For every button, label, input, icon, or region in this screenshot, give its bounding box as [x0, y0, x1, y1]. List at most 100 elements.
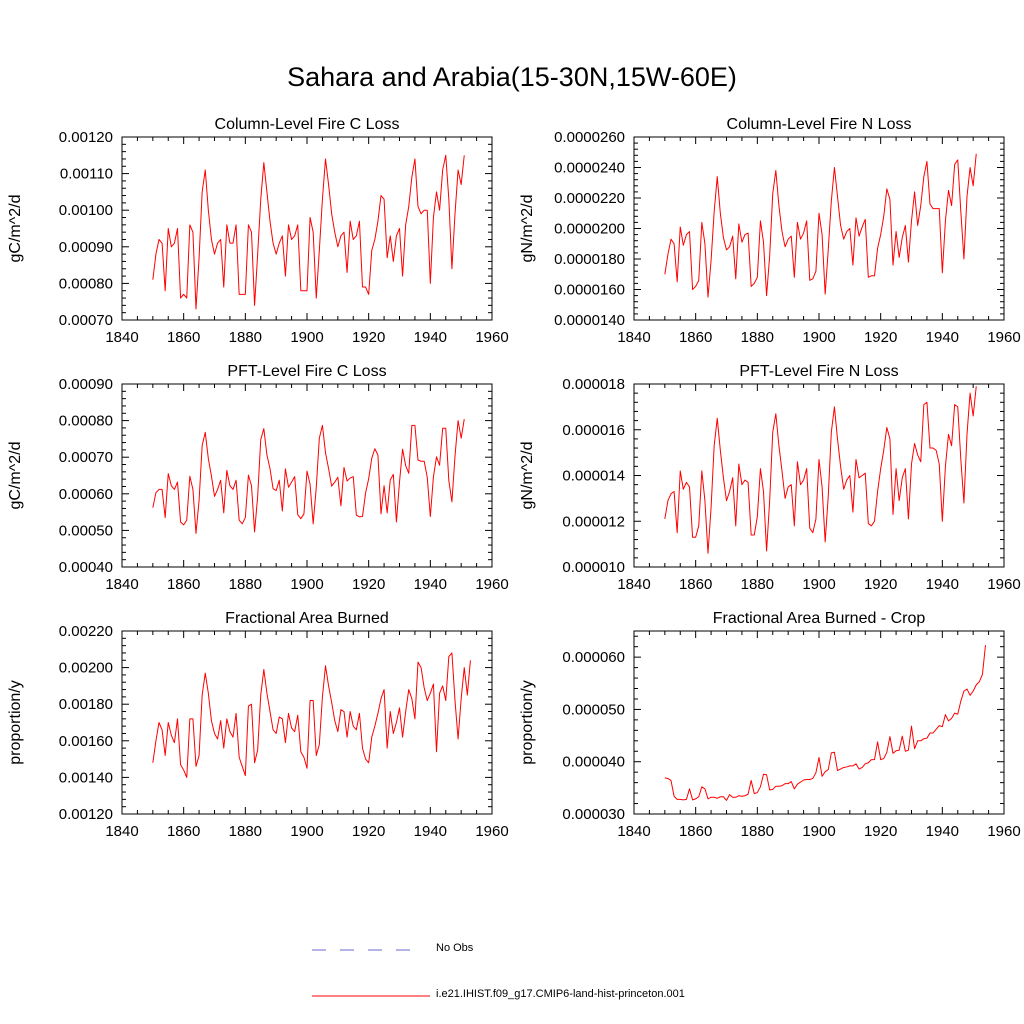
y-tick-label: 0.00040 — [59, 559, 113, 576]
x-tick-label: 1920 — [864, 576, 897, 593]
plot-frame — [633, 383, 1005, 568]
x-tick-label: 1840 — [617, 576, 650, 593]
y-tick-label: 0.00140 — [59, 769, 113, 786]
chart-panel-6: 1840 1860 1880 1900 1920 1940 1960 0.000030 0.00… — [519, 610, 1021, 840]
x-tick-label: 1840 — [105, 823, 138, 840]
x-tick-label: 1960 — [475, 823, 508, 840]
panel-title: Column-Level Fire C Loss — [215, 116, 400, 133]
legend-label-obs: No Obs — [436, 942, 474, 954]
x-tick-label: 1860 — [167, 823, 200, 840]
x-tick-label: 1840 — [105, 329, 138, 346]
y-tick-label: 0.0000240 — [554, 160, 625, 177]
y-tick-label: 0.00120 — [59, 806, 113, 823]
y-axis-label: proportion/y — [7, 680, 24, 765]
y-tick-label: 0.0000200 — [554, 221, 625, 238]
series-line-model — [152, 652, 471, 778]
y-tick-label: 0.00070 — [59, 449, 113, 466]
panel-title: Column-Level Fire N Loss — [727, 116, 912, 133]
y-tick-label: 0.00180 — [59, 696, 113, 713]
legend-label-model: i.e21.IHIST.f09_g17.CMIP6-land-hist-prin… — [436, 988, 685, 1000]
y-tick-label: 0.00120 — [59, 129, 113, 146]
chart-panel-2: 1840 1860 1880 1900 1920 1940 1960 0.0000140 0.0… — [519, 116, 1021, 346]
y-tick-label: 0.00080 — [59, 275, 113, 292]
y-tick-label: 0.0000260 — [554, 129, 625, 146]
x-tick-label: 1920 — [864, 823, 897, 840]
x-tick-label: 1860 — [679, 823, 712, 840]
y-tick-label: 0.000060 — [562, 649, 625, 666]
plot-frame — [633, 136, 1005, 321]
y-tick-label: 0.00200 — [59, 660, 113, 677]
x-tick-label: 1940 — [414, 329, 447, 346]
x-tick-label: 1840 — [105, 576, 138, 593]
panel-title: Fractional Area Burned - Crop — [713, 610, 926, 627]
x-tick-label: 1900 — [290, 576, 323, 593]
y-axis-label: gC/m^2/d — [7, 442, 24, 510]
y-axis-label: gC/m^2/d — [7, 195, 24, 263]
y-tick-label: 0.00220 — [59, 623, 113, 640]
x-tick-label: 1880 — [229, 329, 262, 346]
x-tick-label: 1940 — [926, 329, 959, 346]
series-line-model — [664, 645, 986, 801]
legend-item-model: i.e21.IHIST.f09_g17.CMIP6-land-hist-prin… — [310, 986, 1010, 1006]
y-tick-label: 0.000040 — [562, 754, 625, 771]
y-tick-label: 0.000010 — [562, 559, 625, 576]
y-tick-label: 0.00070 — [59, 312, 113, 329]
x-tick-label: 1940 — [414, 576, 447, 593]
y-tick-label: 0.000016 — [562, 422, 625, 439]
series-line-model — [664, 153, 977, 298]
legend-swatch-obs — [312, 949, 422, 951]
x-tick-label: 1860 — [167, 576, 200, 593]
y-tick-label: 0.00110 — [60, 166, 113, 183]
y-tick-label: 0.000014 — [562, 468, 625, 485]
y-tick-label: 0.000012 — [562, 513, 625, 530]
y-tick-label: 0.0000140 — [554, 312, 625, 329]
y-tick-label: 0.00090 — [59, 376, 113, 393]
x-tick-label: 1920 — [352, 576, 385, 593]
x-tick-label: 1900 — [802, 576, 835, 593]
x-tick-label: 1920 — [352, 823, 385, 840]
y-axis-label: gN/m^2/d — [519, 442, 536, 510]
legend-item-obs: No Obs — [310, 940, 1010, 960]
y-tick-label: 0.00160 — [59, 733, 113, 750]
y-tick-label: 0.00080 — [59, 413, 113, 430]
y-tick-label: 0.0000160 — [554, 282, 625, 299]
y-tick-label: 0.00050 — [59, 522, 113, 539]
y-axis-label: proportion/y — [519, 680, 536, 765]
x-tick-label: 1900 — [802, 823, 835, 840]
main-title: Sahara and Arabia(15-30N,15W-60E) — [287, 62, 737, 92]
series-line-model — [664, 386, 977, 554]
chart-panel-5: 1840 1860 1880 1900 1920 1940 1960 0.00120 0.001… — [7, 610, 509, 840]
x-tick-label: 1940 — [414, 823, 447, 840]
series-line-model — [152, 154, 465, 310]
x-tick-label: 1920 — [352, 329, 385, 346]
chart-panel-1: 1840 1860 1880 1900 1920 1940 1960 0.00070 0.000… — [7, 116, 509, 346]
x-tick-label: 1960 — [475, 576, 508, 593]
y-tick-label: 0.00100 — [59, 202, 113, 219]
plot-frame — [633, 630, 1005, 815]
x-tick-label: 1880 — [741, 576, 774, 593]
x-tick-label: 1920 — [864, 329, 897, 346]
y-tick-label: 0.00090 — [59, 239, 113, 256]
chart-panel-4: 1840 1860 1880 1900 1920 1940 1960 0.000010 0.00… — [519, 363, 1021, 593]
x-tick-label: 1880 — [741, 329, 774, 346]
y-axis-label: gN/m^2/d — [519, 195, 536, 263]
y-tick-label: 0.000018 — [562, 376, 625, 393]
x-tick-label: 1860 — [679, 576, 712, 593]
panel-title: Fractional Area Burned — [225, 610, 389, 627]
x-tick-label: 1880 — [741, 823, 774, 840]
x-tick-label: 1900 — [290, 329, 323, 346]
x-tick-label: 1940 — [926, 576, 959, 593]
x-tick-label: 1880 — [229, 823, 262, 840]
chart-panel-3: 1840 1860 1880 1900 1920 1940 1960 0.00040 0.000… — [7, 363, 509, 593]
x-tick-label: 1840 — [617, 329, 650, 346]
x-tick-label: 1940 — [926, 823, 959, 840]
x-tick-label: 1900 — [802, 329, 835, 346]
panel-title: PFT-Level Fire N Loss — [739, 363, 898, 380]
x-tick-label: 1960 — [987, 576, 1020, 593]
x-tick-label: 1960 — [987, 329, 1020, 346]
x-tick-label: 1840 — [617, 823, 650, 840]
y-tick-label: 0.000050 — [562, 701, 625, 718]
x-tick-label: 1900 — [290, 823, 323, 840]
x-tick-label: 1860 — [167, 329, 200, 346]
